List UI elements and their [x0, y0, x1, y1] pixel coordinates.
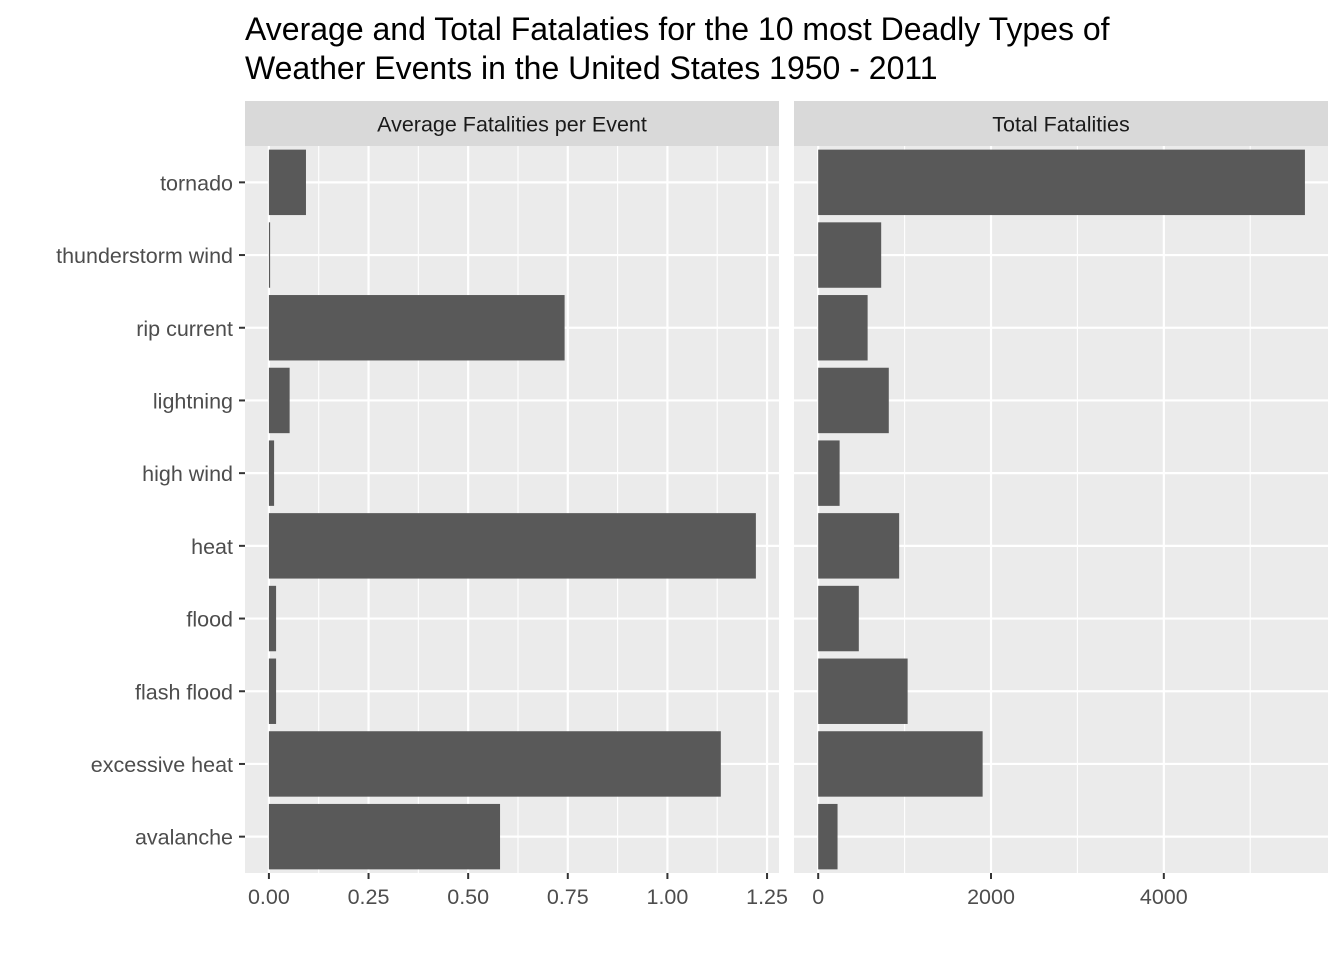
facet-strip-1: [245, 101, 779, 146]
bar-thunderstorm-wind: [268, 222, 271, 288]
bar-avalanche: [818, 803, 838, 870]
bar-heat: [818, 513, 900, 579]
x-tick-label: 1.00: [646, 885, 688, 909]
bar-lightning: [818, 367, 889, 434]
bar-lightning: [268, 367, 290, 434]
bar-rip-current: [818, 295, 868, 361]
x-tick-label: 1.25: [746, 885, 788, 909]
x-tick-label: 4000: [1140, 885, 1188, 909]
bar-rip-current: [268, 295, 565, 361]
plot-area: Average Fatalities per Event 0.00 0.25 0.50…: [56, 101, 1328, 909]
x-tick-label: 2000: [967, 885, 1015, 909]
chart-title-line-2: Weather Events in the United States 1950…: [245, 50, 938, 86]
y-tick-label: tornado: [160, 171, 233, 195]
bar-flood: [268, 585, 277, 652]
bar-heat: [268, 513, 756, 579]
x-tick-label: 0.50: [447, 885, 489, 909]
y-tick-label: excessive heat: [91, 753, 233, 777]
facet-strip-label: Total Fatalities: [992, 113, 1129, 137]
bar-high-wind: [818, 440, 840, 506]
bar-thunderstorm-wind: [818, 222, 882, 288]
x-tick-label: 0: [812, 885, 824, 909]
x-tick-label: 0.00: [248, 885, 290, 909]
y-tick-label: rip current: [136, 317, 233, 341]
y-tick-label: high wind: [142, 462, 233, 486]
bar-avalanche: [268, 803, 501, 870]
bar-flash-flood: [818, 658, 908, 724]
bar-excessive-heat: [818, 731, 983, 797]
y-tick-label: flash flood: [135, 680, 233, 704]
bar-tornado: [818, 149, 1305, 216]
y-tick-label: heat: [191, 535, 233, 559]
y-tick-label: thunderstorm wind: [56, 244, 233, 268]
x-tick-label: 0.25: [348, 885, 390, 909]
chart-title-line-1: Average and Total Fatalaties for the 10 …: [245, 11, 1110, 47]
bar-flood: [818, 585, 859, 652]
y-tick-label: flood: [186, 608, 233, 632]
facet-strip-label: Average Fatalities per Event: [377, 113, 647, 137]
bar-flash-flood: [268, 658, 277, 724]
bar-high-wind: [268, 440, 275, 506]
facet-strip-2: [794, 101, 1328, 146]
x-tick-label: 0.75: [547, 885, 589, 909]
bar-tornado: [268, 149, 306, 216]
y-tick-label: lightning: [153, 389, 233, 413]
bar-excessive-heat: [268, 731, 721, 797]
y-tick-label: avalanche: [135, 826, 233, 850]
